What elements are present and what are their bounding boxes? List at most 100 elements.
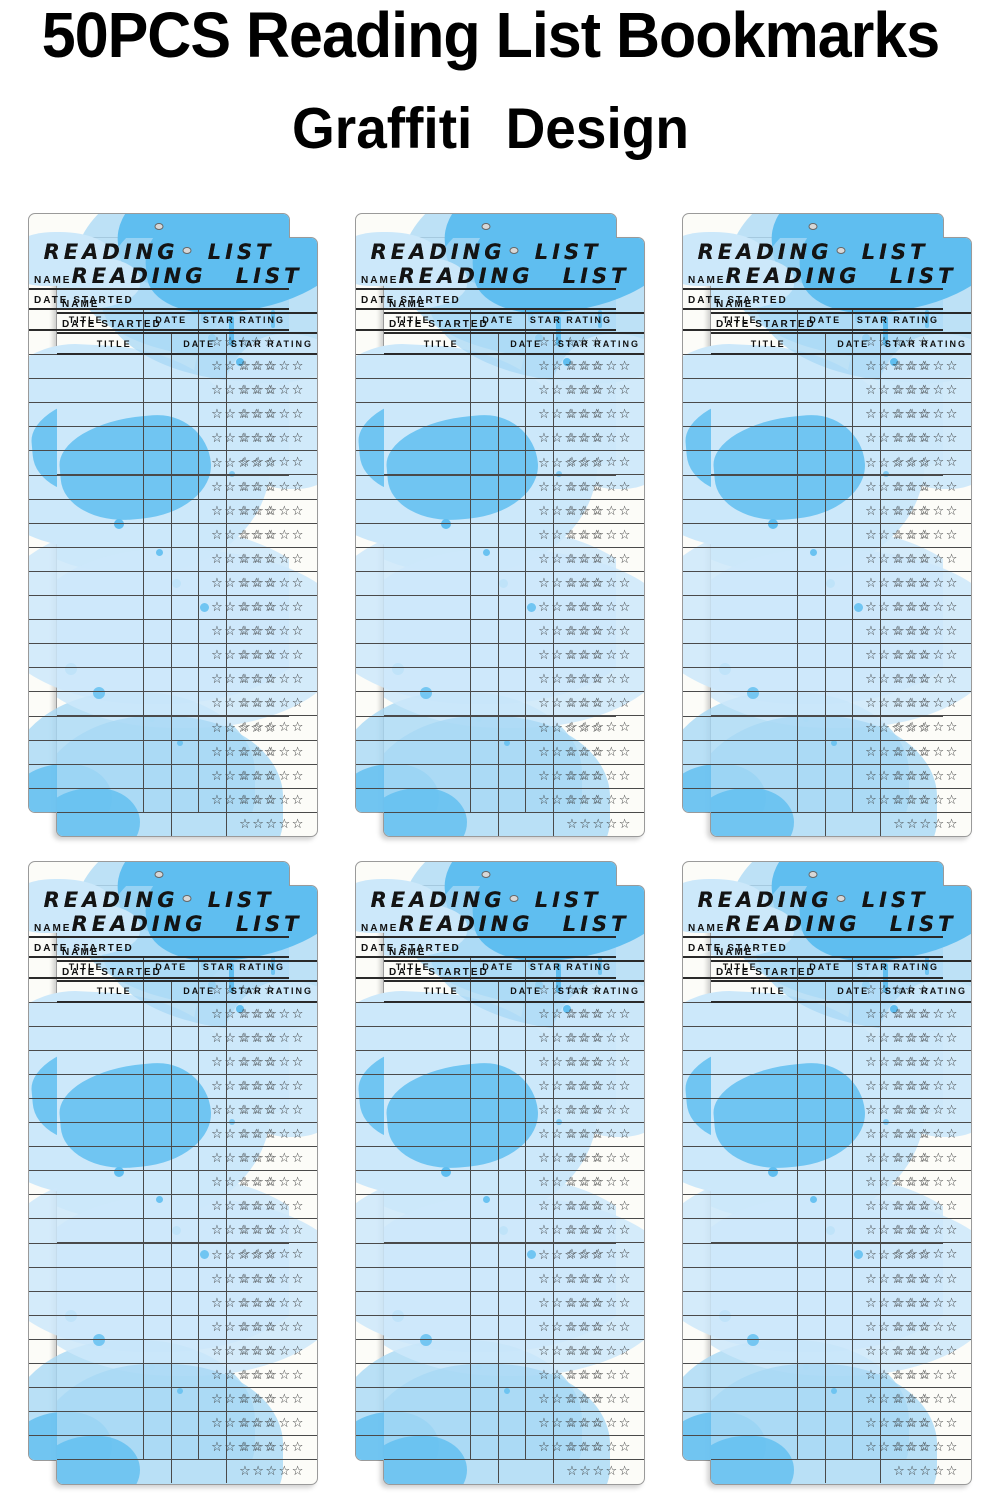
table-row: ☆☆☆☆☆ xyxy=(711,403,971,428)
title-cell xyxy=(57,1316,171,1339)
date-cell xyxy=(171,1171,226,1195)
table-row: ☆☆☆☆☆ xyxy=(57,1460,317,1484)
date-cell xyxy=(825,523,880,547)
table-row: ☆☆☆☆☆ xyxy=(57,1147,317,1172)
table-row: ☆☆☆☆☆ xyxy=(711,355,971,380)
date-cell xyxy=(171,547,226,571)
date-started-field: DATE STARTED xyxy=(57,314,317,334)
column-header-title: TITLE xyxy=(423,338,459,349)
table-row: ☆☆☆☆☆ xyxy=(57,1363,317,1388)
date-cell xyxy=(498,475,553,499)
date-started-label: DATE STARTED xyxy=(716,966,816,978)
table-row: ☆☆☆☆☆ xyxy=(711,1291,971,1316)
star-rating: ☆☆☆☆☆ xyxy=(552,595,644,620)
date-cell xyxy=(498,355,553,379)
title-cell xyxy=(711,1195,825,1218)
table-row: ☆☆☆☆☆ xyxy=(711,764,971,789)
title-cell xyxy=(384,524,498,547)
star-rating: ☆☆☆☆☆ xyxy=(225,620,317,644)
date-cell xyxy=(498,1098,553,1122)
title-cell xyxy=(384,379,498,402)
table-row: ☆☆☆☆☆ xyxy=(711,1267,971,1292)
table-row: ☆☆☆☆☆ xyxy=(57,1267,317,1292)
date-cell xyxy=(498,1195,553,1219)
title-cell xyxy=(711,1051,825,1074)
name-field: NAME xyxy=(57,294,317,314)
table-row: ☆☆☆☆☆ xyxy=(57,1412,317,1437)
column-header-star-rating: STAR RATING xyxy=(879,981,971,1001)
star-rating: ☆☆☆☆☆ xyxy=(879,427,971,451)
column-header-date: DATE xyxy=(498,334,553,353)
table-row: ☆☆☆☆☆ xyxy=(711,1436,971,1461)
table-row: ☆☆☆☆☆ xyxy=(711,1388,971,1413)
title-cell xyxy=(384,1147,498,1170)
table-row: ☆☆☆☆☆ xyxy=(384,1436,644,1461)
date-cell xyxy=(171,1050,226,1074)
table-row: ☆☆☆☆☆ xyxy=(57,523,317,548)
star-rating: ☆☆☆☆☆ xyxy=(552,1050,644,1074)
table-row: ☆☆☆☆☆ xyxy=(57,1026,317,1051)
table-row: ☆☆☆☆☆ xyxy=(57,764,317,789)
date-cell xyxy=(825,1026,880,1050)
date-cell xyxy=(171,644,226,668)
title-cell xyxy=(57,451,171,474)
date-cell xyxy=(825,740,880,764)
date-cell xyxy=(498,1171,553,1195)
star-rating: ☆☆☆☆☆ xyxy=(552,1339,644,1363)
title-cell xyxy=(57,1364,171,1387)
punch-hole xyxy=(481,223,491,230)
title-cell xyxy=(384,1219,498,1242)
table-row: ☆☆☆☆☆ xyxy=(57,788,317,813)
date-started-field: DATE STARTED xyxy=(711,314,971,334)
date-cell xyxy=(825,595,880,620)
title-cell xyxy=(57,668,171,691)
card-content: READING LIST NAME DATE STARTED TITLE DAT… xyxy=(711,886,971,1484)
column-header-date: DATE xyxy=(498,981,553,1001)
star-rating: ☆☆☆☆☆ xyxy=(552,1412,644,1436)
title-cell xyxy=(384,741,498,764)
title-cell xyxy=(57,1195,171,1218)
date-cell xyxy=(498,788,553,812)
title-cell xyxy=(57,644,171,667)
table-row: ☆☆☆☆☆ xyxy=(384,451,644,476)
title-cell xyxy=(57,427,171,450)
table-row: ☆☆☆☆☆ xyxy=(384,1098,644,1123)
title-cell xyxy=(711,1292,825,1315)
table-row: ☆☆☆☆☆ xyxy=(57,571,317,596)
star-rating: ☆☆☆☆☆ xyxy=(552,1074,644,1098)
date-cell xyxy=(498,764,553,788)
table-row: ☆☆☆☆☆ xyxy=(711,1195,971,1220)
date-cell xyxy=(825,427,880,451)
punch-hole xyxy=(509,247,519,254)
date-cell xyxy=(171,1339,226,1363)
date-cell xyxy=(171,1267,226,1291)
title-cell xyxy=(711,1364,825,1387)
star-rating: ☆☆☆☆☆ xyxy=(225,355,317,379)
star-rating: ☆☆☆☆☆ xyxy=(879,1243,971,1267)
table-row: ☆☆☆☆☆ xyxy=(57,1002,317,1027)
title-cell xyxy=(57,355,171,378)
table-row: ☆☆☆☆☆ xyxy=(711,692,971,717)
date-cell xyxy=(498,1050,553,1074)
date-cell xyxy=(498,812,553,836)
name-label: NAME xyxy=(716,946,754,958)
date-cell xyxy=(171,379,226,403)
bookmark-pair: READING LIST NAME DATE STARTED TITLE DAT… xyxy=(327,205,654,853)
table-header: TITLE DATE STAR RATING xyxy=(57,334,317,355)
title-cell xyxy=(384,1003,498,1026)
title-cell xyxy=(384,813,498,836)
punch-hole xyxy=(182,894,192,902)
date-started-label: DATE STARTED xyxy=(389,319,489,330)
table-row: ☆☆☆☆☆ xyxy=(384,523,644,548)
star-rating: ☆☆☆☆☆ xyxy=(225,1002,317,1026)
table-row: ☆☆☆☆☆ xyxy=(384,1195,644,1220)
date-cell xyxy=(171,1436,226,1460)
title-cell xyxy=(57,548,171,571)
date-cell xyxy=(498,1074,553,1098)
date-cell xyxy=(498,1339,553,1363)
column-header-star-rating: STAR RATING xyxy=(225,334,317,353)
date-cell xyxy=(171,620,226,644)
date-cell xyxy=(498,1219,553,1243)
table-row: ☆☆☆☆☆ xyxy=(384,427,644,452)
date-cell xyxy=(498,1002,553,1026)
